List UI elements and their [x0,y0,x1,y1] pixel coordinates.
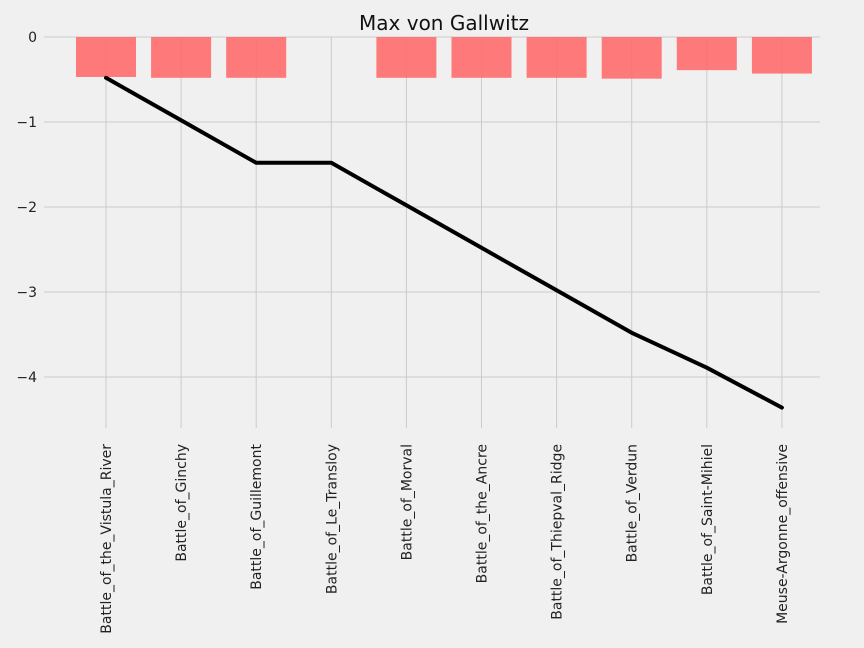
y-tick-label: −4 [16,370,37,386]
x-tick-label: Battle_of_Saint-Mihiel [700,444,716,595]
x-tick-label: Battle_of_Guillemont [249,443,265,589]
bar [526,37,587,78]
bar [76,37,136,77]
bar [151,37,212,78]
line-series [104,75,784,410]
bar [376,37,437,78]
bar [751,37,812,74]
x-tick-label: Battle_of_Thiepval_Ridge [550,444,566,620]
x-tick-label: Battle_of_the_Vistula_River [99,444,115,634]
y-tick-label: −1 [16,115,37,131]
x-tick-label: Battle_of_the_Ancre [475,444,491,583]
bar [451,37,512,78]
y-tick-label: −3 [16,285,37,301]
chart-title: Max von Gallwitz [359,11,529,35]
bar [601,37,662,79]
y-tick-label: 0 [28,30,37,46]
x-tick-label: Battle_of_Ginchy [174,444,190,562]
x-tick-label: Battle_of_Le_Transloy [324,444,340,594]
grid [44,36,820,428]
y-axis: 0 −1 −2 −3 −4 [16,30,37,386]
x-axis: Battle_of_the_Vistula_River Battle_of_Gin… [99,443,791,633]
x-tick-label: Battle_of_Morval [399,444,415,560]
x-tick-label: Meuse-Argonne_offensive [775,444,791,624]
x-tick-label: Battle_of_Verdun [625,444,641,562]
bar [676,37,737,71]
y-tick-label: −2 [16,200,37,216]
series-line [104,75,784,410]
bar [226,37,287,78]
bar-series [76,37,812,79]
